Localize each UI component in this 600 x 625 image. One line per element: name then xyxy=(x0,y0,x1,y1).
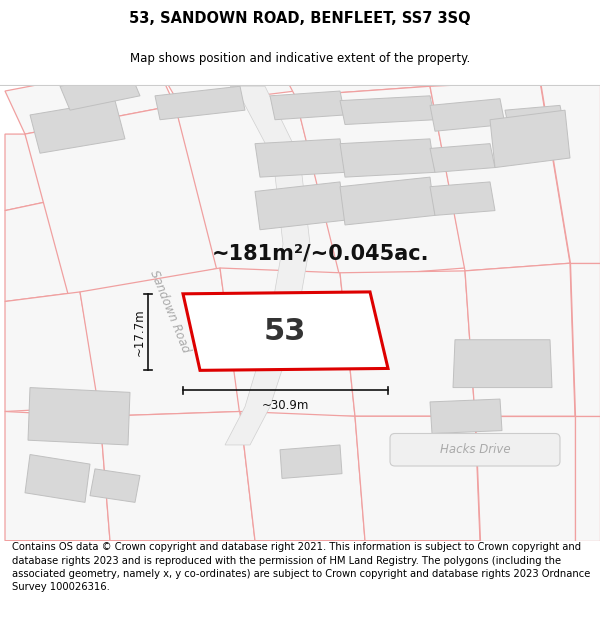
Polygon shape xyxy=(100,411,255,541)
Polygon shape xyxy=(175,96,340,282)
Polygon shape xyxy=(80,268,240,416)
Polygon shape xyxy=(5,411,110,541)
Polygon shape xyxy=(340,271,475,416)
Polygon shape xyxy=(183,292,388,371)
Polygon shape xyxy=(570,263,600,416)
Polygon shape xyxy=(225,86,310,445)
Polygon shape xyxy=(430,144,495,172)
Polygon shape xyxy=(340,96,435,124)
Polygon shape xyxy=(30,101,125,153)
Text: ~17.7m: ~17.7m xyxy=(133,308,146,356)
Polygon shape xyxy=(430,81,570,271)
Polygon shape xyxy=(240,411,365,541)
Polygon shape xyxy=(490,110,570,168)
Polygon shape xyxy=(453,340,552,388)
Text: ~181m²/~0.045ac.: ~181m²/~0.045ac. xyxy=(211,244,429,264)
Polygon shape xyxy=(155,48,295,106)
Polygon shape xyxy=(575,416,600,541)
Text: ~30.9m: ~30.9m xyxy=(262,399,309,412)
Polygon shape xyxy=(270,38,430,96)
Polygon shape xyxy=(520,34,600,81)
Polygon shape xyxy=(255,182,345,230)
Text: 53, SANDOWN ROAD, BENFLEET, SS7 3SQ: 53, SANDOWN ROAD, BENFLEET, SS7 3SQ xyxy=(129,11,471,26)
Polygon shape xyxy=(430,399,502,434)
Polygon shape xyxy=(430,99,505,131)
Polygon shape xyxy=(270,91,345,120)
Text: 53: 53 xyxy=(264,317,307,346)
Polygon shape xyxy=(340,177,435,225)
Polygon shape xyxy=(355,416,480,541)
Polygon shape xyxy=(60,72,140,110)
Polygon shape xyxy=(25,106,220,301)
Polygon shape xyxy=(220,268,355,416)
Polygon shape xyxy=(5,134,50,211)
Polygon shape xyxy=(430,182,495,216)
Polygon shape xyxy=(340,139,435,177)
Polygon shape xyxy=(475,416,575,541)
Polygon shape xyxy=(90,469,140,502)
Polygon shape xyxy=(505,106,565,134)
FancyBboxPatch shape xyxy=(390,434,560,466)
Polygon shape xyxy=(410,34,540,86)
Polygon shape xyxy=(25,454,90,503)
Polygon shape xyxy=(295,86,465,278)
Polygon shape xyxy=(280,445,342,479)
Text: Hacks Drive: Hacks Drive xyxy=(440,443,511,456)
Polygon shape xyxy=(155,86,245,120)
Text: Contains OS data © Crown copyright and database right 2021. This information is : Contains OS data © Crown copyright and d… xyxy=(12,542,590,592)
Text: Sandown Road: Sandown Road xyxy=(148,268,193,354)
Polygon shape xyxy=(465,263,575,416)
Polygon shape xyxy=(5,62,175,134)
Polygon shape xyxy=(5,292,100,411)
Polygon shape xyxy=(255,139,345,177)
Polygon shape xyxy=(5,201,80,301)
Polygon shape xyxy=(28,388,130,445)
Polygon shape xyxy=(540,81,600,263)
Text: Map shows position and indicative extent of the property.: Map shows position and indicative extent… xyxy=(130,52,470,65)
